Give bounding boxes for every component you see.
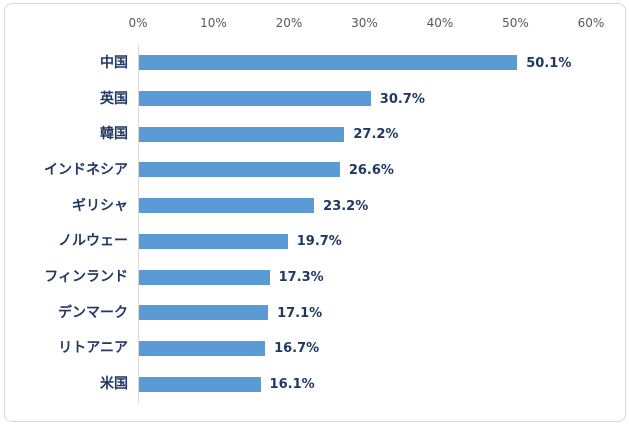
bar-インドネシア bbox=[139, 162, 340, 178]
bar-リトアニア bbox=[139, 340, 266, 356]
bar-ギリシャ bbox=[139, 198, 315, 214]
bar-デンマーク bbox=[139, 305, 269, 321]
data-label: 50.1% bbox=[526, 55, 572, 71]
x-axis-tick-label: 30% bbox=[351, 16, 378, 30]
x-axis-tick-label: 20% bbox=[275, 16, 303, 30]
category-label: ノルウェー bbox=[58, 233, 128, 250]
data-label: 23.2% bbox=[323, 198, 369, 214]
data-label: 30.7% bbox=[379, 91, 425, 107]
category-label: フィンランド bbox=[44, 269, 128, 286]
category-label: 英国 bbox=[100, 90, 128, 107]
bar-韓国 bbox=[139, 126, 345, 142]
data-label: 26.6% bbox=[348, 162, 394, 178]
bar-フィンランド bbox=[139, 269, 270, 285]
data-label: 17.1% bbox=[277, 305, 323, 321]
bar-米国 bbox=[139, 376, 261, 392]
x-axis-tick-label: 60% bbox=[577, 16, 605, 30]
category-label: インドネシア bbox=[44, 161, 128, 178]
x-axis-tick-label: 40% bbox=[426, 16, 454, 30]
x-axis-tick-label: 50% bbox=[502, 16, 529, 30]
category-label: リトアニア bbox=[58, 340, 128, 357]
bar-中国 bbox=[139, 55, 518, 71]
x-axis-tick-label: 10% bbox=[200, 16, 227, 30]
data-label: 19.7% bbox=[296, 234, 342, 250]
category-axis-line bbox=[138, 45, 139, 403]
x-axis-tick-label: 0% bbox=[128, 16, 148, 30]
bar-ノルウェー bbox=[139, 233, 288, 249]
category-label: 米国 bbox=[100, 376, 128, 393]
bar-英国 bbox=[139, 91, 371, 107]
data-label: 27.2% bbox=[353, 127, 399, 143]
chart-frame: 0% 10% 20% 30% 40% 50% 60% 中国英国韓国インドネシアギリシャノルウ… bbox=[4, 3, 626, 422]
data-label: 17.3% bbox=[278, 270, 324, 286]
category-label: ギリシャ bbox=[72, 197, 128, 214]
data-label: 16.7% bbox=[274, 341, 320, 357]
category-label: デンマーク bbox=[58, 304, 128, 321]
data-label: 16.1% bbox=[269, 377, 315, 393]
category-label: 韓国 bbox=[100, 126, 128, 143]
category-label: 中国 bbox=[100, 54, 128, 71]
